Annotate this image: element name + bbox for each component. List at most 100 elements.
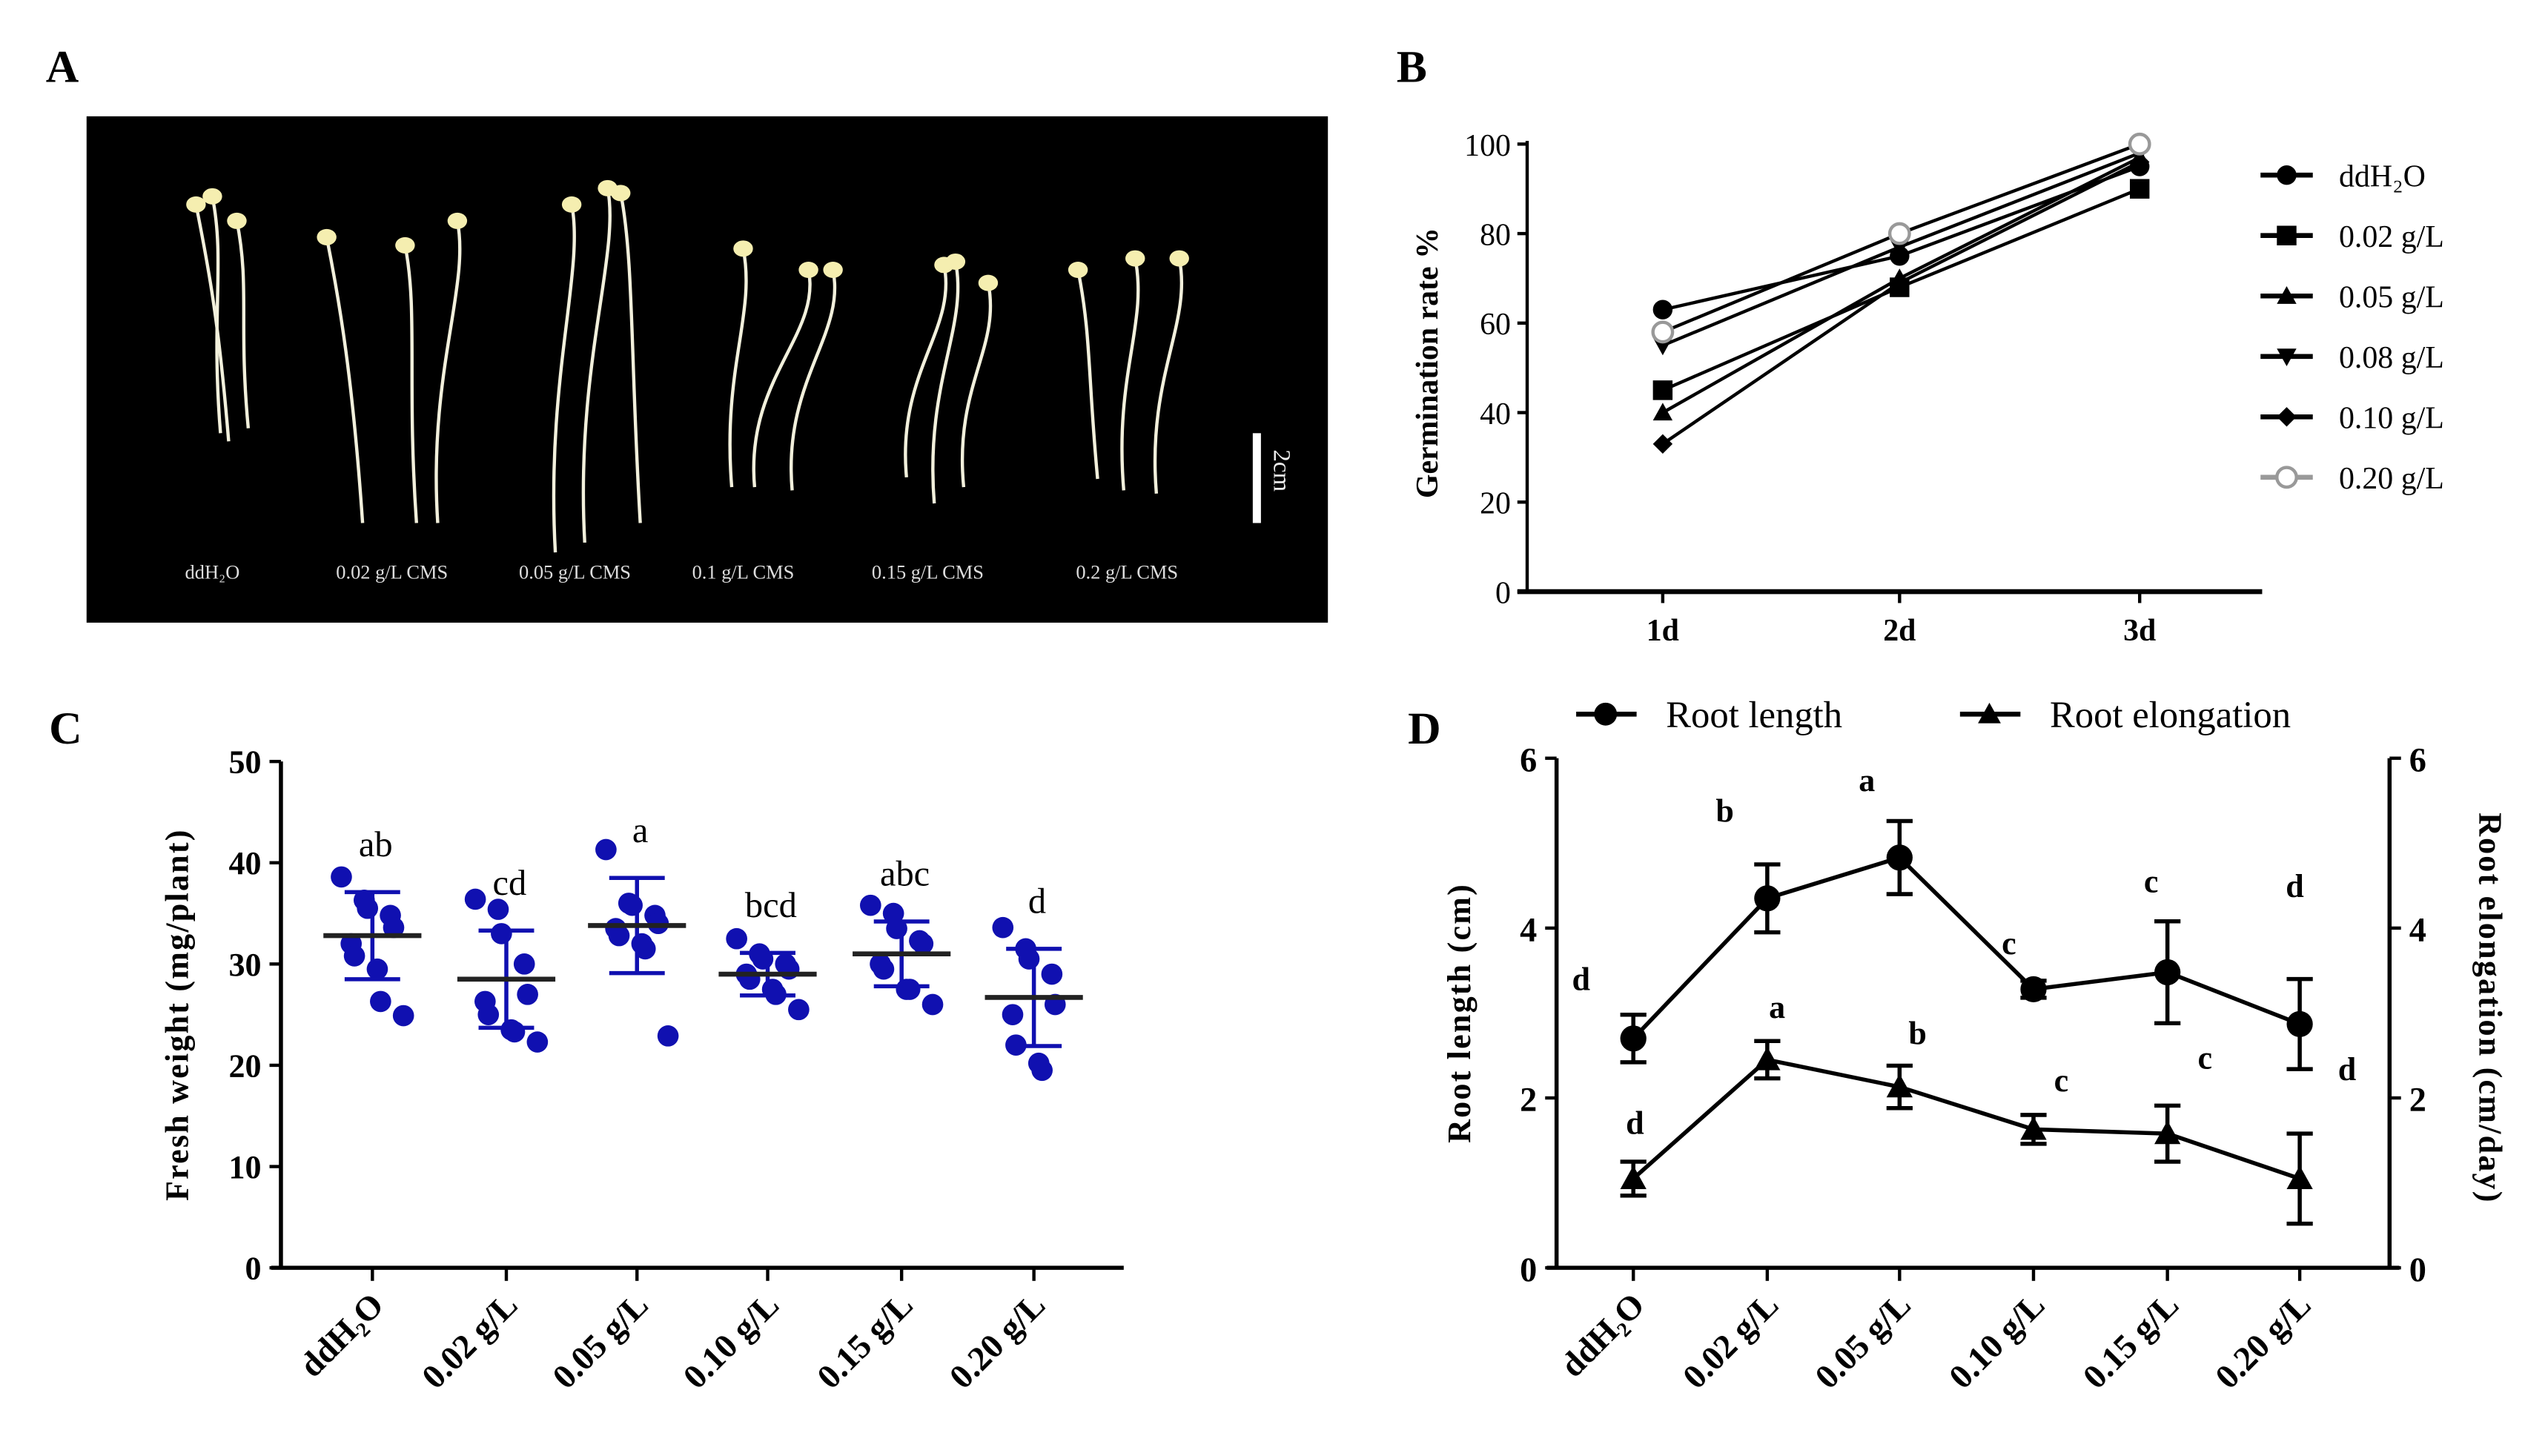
legend-label: 0.08 g/L [2339, 341, 2444, 375]
x-tick-label: 0.02 g/L [415, 1286, 526, 1397]
group-label: 0.15 g/L CMS [872, 560, 984, 583]
data-point [1887, 222, 1911, 245]
y-tick-label: 0 [245, 1251, 261, 1287]
data-point [477, 1004, 500, 1025]
seedling-cotyledon [733, 240, 753, 257]
scale-bar [1252, 433, 1261, 523]
data-point [343, 945, 365, 967]
group-label: 0.1 g/L CMS [692, 560, 795, 583]
significance-letter: b [1715, 793, 1733, 830]
data-point [1651, 320, 1675, 344]
significance-letter: ab [359, 825, 393, 864]
significance-letter: d [2338, 1051, 2356, 1088]
data-point [2286, 1010, 2313, 1037]
legend-marker [2277, 348, 2297, 366]
data-point [357, 897, 379, 919]
y-tick-label: 50 [228, 744, 261, 781]
data-point [1652, 434, 1673, 454]
group-label: 0.2 g/L CMS [1076, 560, 1178, 583]
y2-axis-label: Root elongation (cm/day) [2472, 813, 2508, 1204]
x-tick-label: 0.02 g/L [1676, 1286, 1787, 1397]
data-point [788, 999, 810, 1021]
scale-bar-label: 2cm [1268, 449, 1294, 492]
significance-letter: abc [880, 855, 930, 894]
y-tick-label: 30 [228, 947, 261, 983]
data-point [487, 899, 509, 920]
significance-letter: bcd [745, 886, 797, 925]
x-tick-label: ddH₂O [293, 1286, 391, 1385]
data-point [992, 916, 1014, 939]
x-tick-label: 3d [2123, 614, 2156, 648]
data-point [595, 838, 617, 861]
data-point [513, 953, 535, 975]
data-point [1041, 963, 1063, 985]
seedling-cotyledon [186, 196, 206, 213]
seedling-root [434, 220, 462, 523]
seedling-cotyledon [945, 253, 966, 271]
seedling-root [194, 204, 231, 442]
data-point [1002, 1004, 1024, 1025]
data-point [1754, 885, 1781, 912]
legend-label: ddH₂O [2339, 160, 2426, 194]
group-label: ddH₂O [185, 560, 240, 583]
x-tick-label: 0.15 g/L [810, 1286, 921, 1397]
panel-label-c: C [49, 704, 82, 754]
seedling-cotyledon [823, 261, 843, 279]
seedling-cotyledon [227, 212, 247, 229]
data-point [1754, 1046, 1781, 1071]
x-tick-label: 0.20 g/L [942, 1286, 1053, 1397]
data-point [873, 958, 895, 980]
y-axis-label: Root length (cm) [1441, 883, 1477, 1143]
significance-letter: d [1572, 962, 1590, 998]
significance-letter: cd [493, 864, 527, 903]
seedling-root [1120, 258, 1140, 491]
y-tick-label: 20 [1480, 487, 1511, 521]
seedling-root [904, 264, 948, 478]
seedling-cotyledon [1125, 250, 1145, 267]
data-point [1890, 273, 1910, 293]
y-tick-label: 100 [1464, 129, 1511, 163]
seedling-root [325, 236, 365, 523]
photo-background [86, 116, 1328, 623]
y-tick-label: 40 [1480, 397, 1511, 431]
y2-tick-label: 2 [2409, 1082, 2426, 1119]
seedling-root [752, 269, 812, 488]
seedling-cotyledon [202, 188, 222, 205]
data-point [2129, 179, 2150, 199]
significance-letter: a [1859, 762, 1875, 798]
series-line-1 [1632, 1057, 2300, 1181]
seedling-root [931, 261, 960, 504]
data-point [1652, 300, 1673, 320]
seedling-cotyledon [447, 212, 468, 229]
panel-b-germination-chart: 0 20 40 60 80 100 1d 2d 3d Germination rate % ddH₂… [1411, 129, 2444, 648]
data-point [2020, 1116, 2047, 1140]
data-point [1018, 948, 1040, 970]
x-tick-label: 0.15 g/L [2076, 1286, 2186, 1397]
data-point [859, 894, 881, 916]
y-tick-label: 40 [228, 845, 261, 881]
seedling-root [581, 188, 612, 543]
data-point [517, 984, 538, 1005]
y-tick-label: 20 [228, 1048, 261, 1084]
data-point [370, 990, 391, 1013]
y-tick-label: 80 [1480, 219, 1511, 253]
significance-letter: c [2002, 925, 2016, 962]
x-tick-label: ddH₂O [1553, 1286, 1652, 1385]
legend-marker [2277, 225, 2297, 245]
data-point [657, 1025, 679, 1047]
seedling-root [552, 204, 576, 553]
y-tick-label: 6 [1520, 741, 1537, 779]
legend-label: 0.20 g/L [2339, 462, 2444, 496]
y-axis-label: Germination rate % [1411, 228, 1445, 498]
y-tick-label: 60 [1480, 308, 1511, 342]
panel-label-b: B [1397, 42, 1427, 93]
significance-letter: d [1028, 881, 1046, 921]
x-tick-label: 0.05 g/L [546, 1286, 656, 1397]
significance-letter: a [632, 811, 649, 850]
data-point [2154, 1120, 2181, 1145]
legend-marker [2275, 466, 2298, 489]
data-point [1620, 1025, 1647, 1052]
data-point [1031, 1059, 1053, 1082]
seedling-cotyledon [1068, 261, 1088, 279]
